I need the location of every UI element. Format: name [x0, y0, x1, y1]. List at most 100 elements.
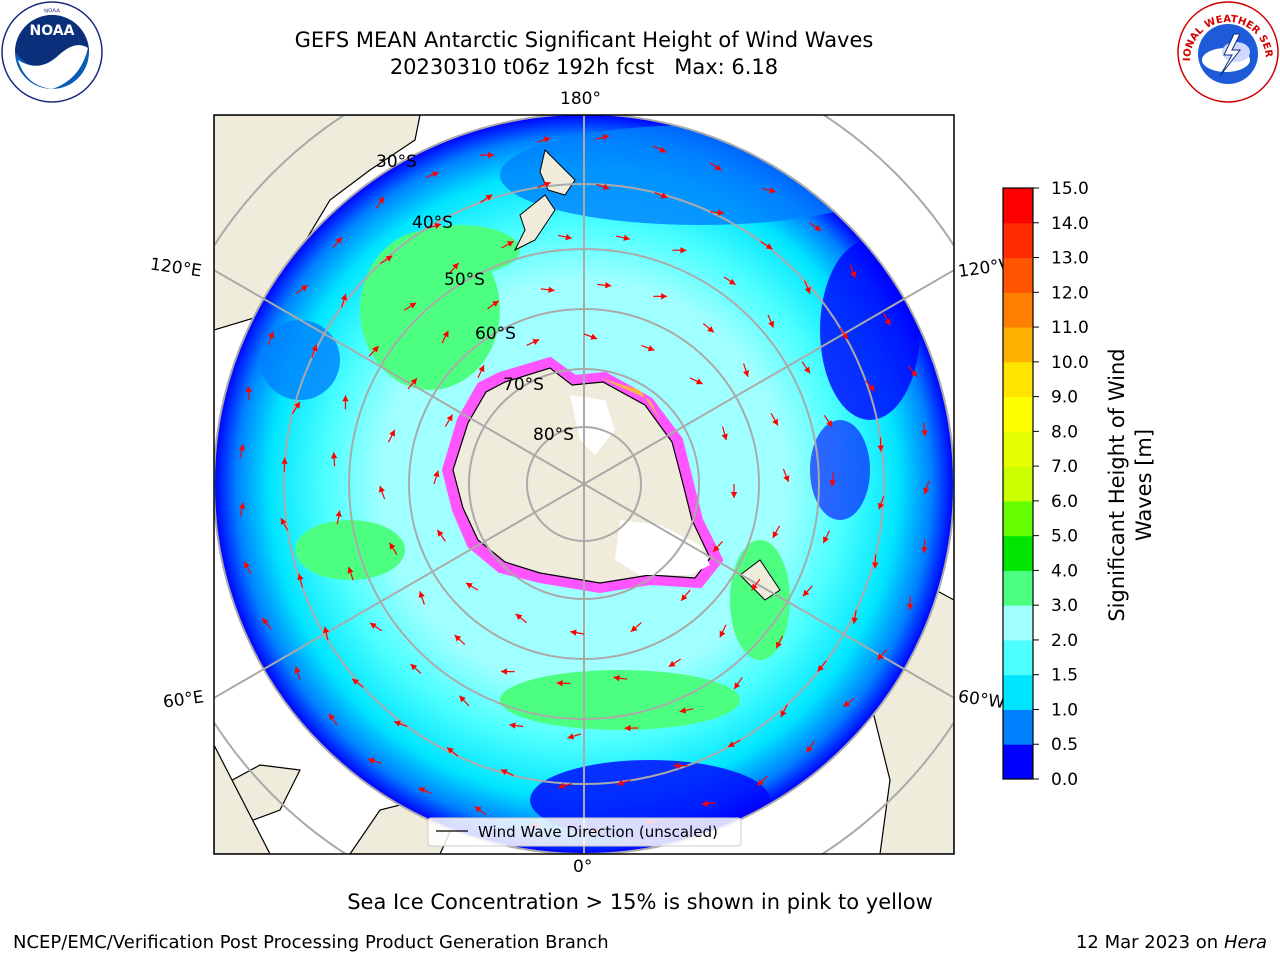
wave-arrow-head — [695, 378, 703, 385]
wave-arrow-head — [262, 617, 269, 625]
footer-date: 12 Mar 2023 on Hera — [1076, 932, 1267, 953]
wave-arrow-head — [280, 518, 287, 525]
wave-arrow-head — [681, 594, 688, 601]
map-border — [213, 114, 955, 855]
map-frame-content: Wind Wave Direction (unscaled) — [214, 115, 954, 854]
wave-arrow-head — [389, 429, 395, 437]
wave-arrow-head — [884, 318, 891, 326]
wave-arrow-head — [802, 589, 810, 597]
wave-arrow-head — [743, 370, 750, 377]
wave-arrow-head — [368, 757, 375, 764]
wave-arrow-head — [765, 243, 773, 250]
wave-arrow-head — [378, 485, 385, 493]
wave-arrow-head — [661, 293, 668, 300]
wave-arrow-head — [868, 384, 875, 392]
graticule — [214, 115, 954, 854]
wave-arrow-head — [294, 401, 301, 409]
wave-arrow-head — [772, 531, 779, 538]
wave-arrow-head — [780, 710, 787, 718]
wave-arrow-head — [500, 769, 508, 775]
wave-arrow-head — [301, 285, 308, 292]
wave-arrow-head — [543, 136, 551, 143]
wave-arrow-head — [478, 365, 485, 373]
wave-arrow-head — [418, 787, 426, 794]
wave-arrow-head — [442, 330, 449, 338]
wave-arrow-head — [768, 320, 775, 328]
wave-arrow-head — [877, 653, 884, 661]
wave-arrow-head — [474, 806, 482, 813]
wave-arrow-head — [923, 487, 930, 495]
wave-arrow-head — [728, 278, 736, 285]
wave-arrow-head — [418, 591, 425, 598]
wave-arrow-head — [378, 196, 384, 204]
wave-arrow-head — [757, 779, 764, 786]
wave-arrow-head — [817, 665, 824, 672]
wave-arrow-head — [433, 470, 440, 478]
wave-arrow-head — [500, 668, 507, 675]
wave-arrow-head — [843, 700, 850, 707]
lat-label-60s: 60°S — [475, 324, 516, 344]
footer-branch: NCEP/EMC/Verification Post Processing Pr… — [13, 932, 609, 953]
wave-arrow-head — [570, 629, 577, 636]
wave-arrow-head — [602, 134, 610, 141]
wave-arrow-head — [877, 445, 884, 452]
wave-arrow-head — [660, 192, 668, 199]
wave-arrow-head — [701, 800, 708, 807]
wave-arrow-head — [347, 566, 354, 574]
wave-arrow-head — [804, 286, 811, 294]
wave-arrow-head — [906, 603, 914, 610]
wave-arrow-head — [605, 282, 612, 289]
wave-arrow-head — [372, 346, 379, 353]
wave-arrow-head — [730, 492, 738, 498]
wave-arrow-head — [515, 613, 523, 621]
wave-arrow-head — [409, 302, 417, 309]
wave-arrow-head — [452, 262, 459, 270]
wave-arrow-head — [804, 366, 810, 374]
wave-arrow-head — [311, 344, 318, 352]
wave-arrow-head — [370, 622, 377, 629]
wave-arrow-head — [485, 194, 493, 201]
wave-arrow-head — [647, 345, 655, 352]
wave-arrow-head — [841, 332, 848, 340]
legend-label: Wind Wave Direction (unscaled) — [478, 823, 718, 841]
nws-logo: NATIONAL WEATHER SERVICE — [1176, 0, 1279, 103]
lat-label-50s: 50°S — [444, 270, 485, 290]
wave-arrow-head — [826, 420, 833, 427]
wave-arrow-head — [769, 187, 776, 194]
wave-arrow-head — [613, 675, 620, 682]
svg-text:NOAA: NOAA — [30, 23, 75, 39]
wave-arrow-head — [659, 146, 667, 153]
wave-arrow-head — [630, 625, 638, 632]
wave-arrow-head — [434, 222, 442, 229]
wave-arrow-head — [548, 286, 555, 293]
wave-arrow-head — [245, 386, 252, 393]
wave-arrow-head — [492, 300, 499, 307]
wave-arrow-head — [673, 762, 680, 769]
wave-arrow-head — [509, 722, 516, 729]
wave-arrow-head — [719, 630, 726, 638]
wave-arrow-head — [783, 475, 790, 482]
lat-label-80s: 80°S — [533, 425, 574, 445]
wave-arrow-head — [294, 666, 301, 674]
footer-date-text: 12 Mar 2023 on — [1075, 932, 1219, 953]
wave-arrow-head — [668, 660, 676, 667]
wave-arrow-head — [776, 641, 782, 649]
sea-ice-note: Sea Ice Concentration > 15% is shown in … — [347, 890, 933, 914]
wave-arrow-head — [878, 502, 884, 510]
wave-arrow-head — [447, 747, 454, 754]
lon-label-180: 180° — [560, 89, 601, 109]
wave-arrow-head — [772, 418, 778, 426]
wave-arrow-head — [410, 663, 418, 671]
wave-arrow-head — [487, 151, 494, 159]
wave-arrow-head — [823, 536, 829, 544]
map-legend: Wind Wave Direction (unscaled) — [427, 817, 742, 847]
wave-arrow-head — [297, 573, 304, 581]
wave-arrow-head — [872, 562, 879, 569]
wave-arrow-head — [506, 241, 514, 247]
wave-arrow-head — [432, 171, 439, 178]
wave-arrow-head — [921, 430, 928, 437]
wave-arrow-head — [389, 542, 396, 550]
lat-label-70s: 70°S — [503, 375, 544, 395]
wave-arrow-head — [829, 480, 836, 487]
wave-arrow-head — [268, 331, 274, 339]
